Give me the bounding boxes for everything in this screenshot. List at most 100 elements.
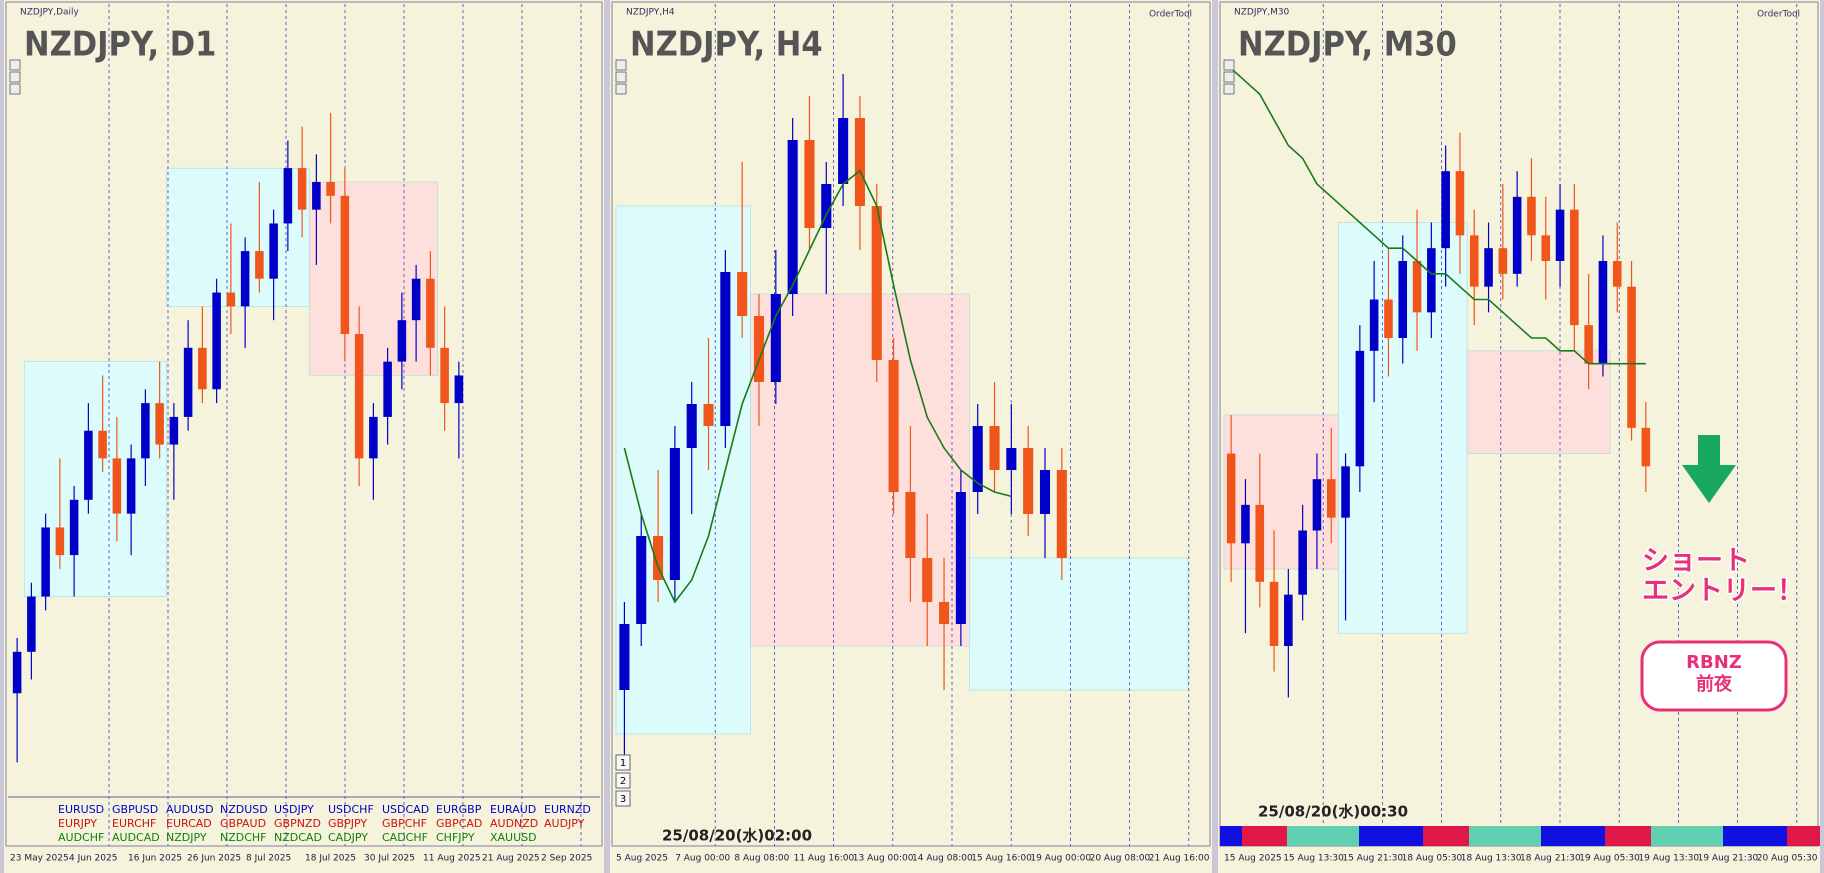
symbol-link[interactable]: GBPNZD [274, 817, 321, 830]
candle-body [1326, 479, 1336, 518]
x-tick-label: 20 Aug 05:30 [1757, 854, 1818, 864]
candle-body [226, 292, 236, 307]
candle-body [1484, 248, 1493, 287]
chart-title: NZDJPY, M30 [1238, 25, 1457, 65]
symbol-link[interactable]: NZDCAD [274, 831, 322, 844]
candle-body [1627, 286, 1636, 428]
candle-body [55, 527, 65, 556]
candle-body [383, 361, 392, 417]
session-bar [1287, 826, 1359, 846]
template-button[interactable] [615, 790, 631, 807]
candle-body [1398, 261, 1408, 338]
symbol-link[interactable]: AUDCAD [112, 831, 160, 844]
x-tick-label: 26 Jun 2025 [187, 854, 241, 864]
x-tick-label: 15 Aug 21:30 [1342, 854, 1403, 864]
scroll-button[interactable] [615, 83, 627, 95]
timestamp: 25/08/20(水)02:00 [662, 827, 812, 845]
symbol-link[interactable]: GBPCAD [436, 817, 482, 830]
symbol-link[interactable]: EURCHF [112, 817, 156, 830]
symbol-link[interactable]: XAUUSD [490, 831, 537, 844]
order-tool: OrderTool [1149, 10, 1192, 20]
candle-body [1255, 504, 1265, 582]
price-zone [968, 557, 1189, 691]
x-tick-label: 23 May 2025 [10, 854, 69, 864]
session-bar [1220, 826, 1242, 846]
candle-body [1369, 299, 1379, 351]
candle-body [1427, 248, 1436, 313]
symbol-link[interactable]: CADJPY [328, 831, 368, 844]
scroll-button[interactable] [615, 59, 627, 71]
scroll-button[interactable] [1223, 71, 1235, 83]
symbol-link[interactable]: EURUSD [58, 803, 104, 816]
moving-average [623, 169, 1012, 604]
symbol-link[interactable]: EURJPY [58, 817, 97, 830]
symbol-link[interactable]: AUDNZD [490, 817, 538, 830]
symbol-link[interactable]: EURNZD [544, 803, 591, 816]
scroll-button[interactable] [1223, 83, 1235, 95]
template-button[interactable] [615, 754, 631, 771]
candle-body [653, 536, 664, 580]
candle-body [41, 527, 50, 597]
candle-body [939, 602, 950, 624]
candle-body [720, 272, 731, 426]
symbol-link[interactable]: NZDUSD [220, 803, 268, 816]
candle-body [1341, 466, 1350, 518]
symbol-link[interactable]: GBPJPY [328, 817, 367, 830]
candle-body [326, 182, 335, 196]
template-button[interactable] [615, 772, 631, 789]
symbol-link[interactable]: USDCAD [382, 803, 429, 816]
candle-body [169, 416, 179, 445]
candle-body [269, 223, 278, 279]
symbol-link[interactable]: USDJPY [274, 803, 314, 816]
symbol-link[interactable]: USDCHF [328, 803, 374, 816]
candle-body [1555, 209, 1565, 261]
candle-body [1541, 235, 1551, 261]
candle-body [636, 536, 647, 624]
session-bar [1242, 826, 1287, 846]
candle-body [1312, 479, 1322, 531]
symbol-link[interactable]: GBPUSD [112, 803, 158, 816]
scroll-button[interactable] [615, 71, 627, 83]
candle-body [1355, 350, 1365, 467]
chart-title: NZDJPY, D1 [24, 25, 216, 65]
candle-body [905, 492, 916, 558]
candle-body [955, 492, 966, 624]
x-tick-label: 30 Jul 2025 [364, 854, 415, 864]
down-arrow [1682, 435, 1736, 503]
scroll-button[interactable] [9, 83, 21, 95]
annotation: ショート [1642, 546, 1750, 577]
candle-body [972, 426, 983, 492]
candle-body [397, 320, 407, 362]
scroll-button[interactable] [1223, 59, 1235, 71]
symbol-link[interactable]: GBPAUD [220, 817, 266, 830]
candle-body [669, 448, 680, 580]
symbol-link[interactable]: CHFJPY [436, 831, 475, 844]
candle-body [770, 294, 781, 382]
symbol-link[interactable]: AUDUSD [166, 803, 214, 816]
moving-average [1230, 67, 1646, 365]
symbol-link[interactable]: EURAUD [490, 803, 536, 816]
candle-body [112, 458, 122, 514]
symbol-link[interactable]: EURGBP [436, 803, 482, 816]
chart-window: NZDJPY,Daily 23 May 2025 4 Jun 2025 16 Jun … [4, 0, 604, 873]
session-bar [1359, 826, 1423, 846]
candle-body [1527, 196, 1536, 236]
symbol-link[interactable]: NZDJPY [166, 831, 207, 844]
template-button-label: 1 [620, 758, 626, 769]
symbol-link[interactable]: EURCAD [166, 817, 212, 830]
scroll-button[interactable] [9, 59, 21, 71]
symbol-link[interactable]: NZDCHF [220, 831, 267, 844]
symbol-link[interactable]: CADCHF [382, 831, 428, 844]
candle-body [283, 168, 293, 224]
candle-body [1056, 470, 1067, 558]
symbol-link[interactable]: AUDCHF [58, 831, 104, 844]
candle-body [183, 347, 193, 417]
x-tick-label: 18 Aug 05:30 [1402, 854, 1463, 864]
x-tick-label: 11 Aug 16:00 [794, 854, 855, 864]
symbol-link[interactable]: GBPCHF [382, 817, 427, 830]
candle-body [1412, 261, 1422, 313]
scroll-button[interactable] [9, 71, 21, 83]
symbol-link[interactable]: AUDJPY [544, 817, 585, 830]
candle-body [922, 558, 933, 602]
candle-body [198, 347, 207, 390]
